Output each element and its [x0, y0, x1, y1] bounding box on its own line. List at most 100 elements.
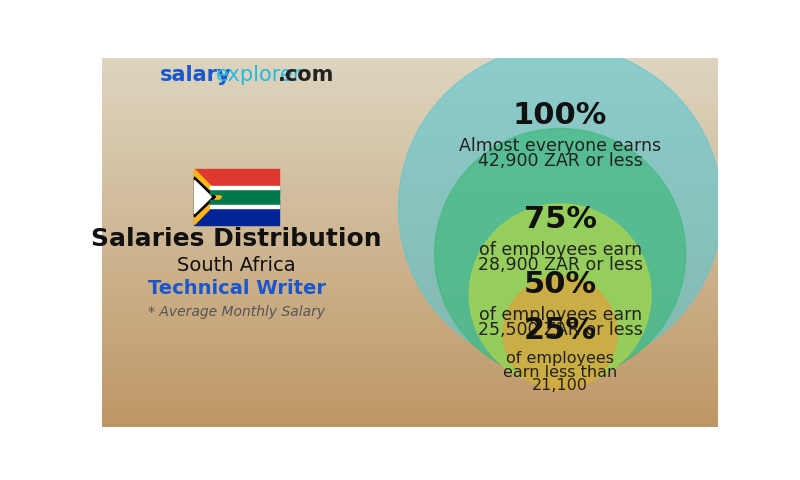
Bar	[102, 378, 718, 379]
Bar	[102, 386, 718, 387]
Bar	[102, 97, 718, 98]
Bar	[102, 127, 718, 128]
Bar	[102, 250, 718, 251]
Circle shape	[470, 204, 651, 385]
Bar	[102, 390, 718, 391]
Bar	[102, 405, 718, 406]
Bar	[102, 90, 718, 91]
Bar	[102, 202, 718, 203]
Bar	[102, 384, 718, 385]
Bar	[102, 352, 718, 353]
Bar	[102, 425, 718, 426]
Bar	[102, 356, 718, 357]
Bar	[102, 246, 718, 247]
Bar	[102, 212, 718, 213]
Bar	[102, 266, 718, 267]
Bar	[102, 129, 718, 130]
Bar	[102, 203, 718, 204]
Bar	[102, 241, 718, 242]
Bar	[102, 137, 718, 138]
Bar	[102, 92, 718, 93]
Bar	[102, 253, 718, 254]
Bar	[102, 181, 718, 182]
Text: * Average Monthly Salary: * Average Monthly Salary	[148, 305, 326, 319]
Bar	[102, 416, 718, 417]
Bar	[102, 140, 718, 141]
Bar	[102, 403, 718, 404]
Bar	[102, 368, 718, 369]
Bar	[102, 374, 718, 375]
Bar	[102, 287, 718, 288]
Polygon shape	[194, 180, 211, 214]
Bar	[102, 93, 718, 94]
Bar	[102, 331, 718, 332]
Bar	[102, 354, 718, 355]
Bar	[102, 252, 718, 253]
Bar	[102, 89, 718, 90]
Text: of employees earn: of employees earn	[478, 306, 642, 324]
Bar	[102, 263, 718, 264]
Bar	[102, 243, 718, 244]
Bar	[102, 359, 718, 360]
Bar	[102, 199, 718, 200]
Bar	[102, 205, 718, 206]
Bar	[102, 383, 718, 384]
Bar	[102, 165, 718, 166]
Bar	[102, 346, 718, 347]
Bar	[102, 207, 718, 208]
Bar	[102, 113, 718, 114]
Bar	[102, 171, 718, 172]
Bar	[102, 330, 718, 331]
Bar	[102, 59, 718, 60]
Bar	[102, 60, 718, 61]
Bar	[102, 391, 718, 392]
Circle shape	[398, 46, 722, 370]
Bar	[102, 358, 718, 359]
Bar	[102, 178, 718, 179]
Bar	[102, 365, 718, 366]
Bar	[102, 409, 718, 410]
Bar	[102, 375, 718, 376]
Text: explorer: explorer	[216, 64, 302, 84]
Bar	[102, 75, 718, 76]
Bar	[102, 78, 718, 79]
Bar	[102, 201, 718, 202]
Bar	[102, 308, 718, 309]
Bar	[102, 191, 718, 192]
Bar	[102, 134, 718, 135]
Bar	[102, 426, 718, 427]
Bar	[102, 229, 718, 230]
Bar	[102, 62, 718, 63]
Bar	[102, 225, 718, 226]
Bar	[102, 112, 718, 113]
Bar	[102, 198, 718, 199]
Bar	[102, 400, 718, 401]
Polygon shape	[194, 177, 215, 217]
Bar	[102, 276, 718, 277]
Bar	[102, 242, 718, 243]
Bar	[102, 283, 718, 284]
Bar	[102, 311, 718, 312]
Bar	[102, 345, 718, 346]
Bar	[102, 341, 718, 342]
Bar	[102, 109, 718, 110]
Bar	[102, 238, 718, 239]
Bar	[102, 274, 718, 275]
Bar	[102, 160, 718, 161]
Bar	[102, 114, 718, 115]
Bar	[102, 332, 718, 333]
Bar	[102, 116, 718, 117]
Bar	[102, 373, 718, 374]
Bar	[102, 347, 718, 348]
Bar	[102, 231, 718, 232]
Bar	[102, 377, 718, 378]
Bar	[102, 61, 718, 62]
Bar	[102, 396, 718, 397]
Bar	[102, 380, 718, 381]
Bar	[102, 218, 718, 219]
Bar	[102, 262, 718, 263]
Bar	[102, 288, 718, 289]
Bar	[102, 419, 718, 420]
Bar	[102, 184, 718, 185]
Bar	[102, 357, 718, 358]
